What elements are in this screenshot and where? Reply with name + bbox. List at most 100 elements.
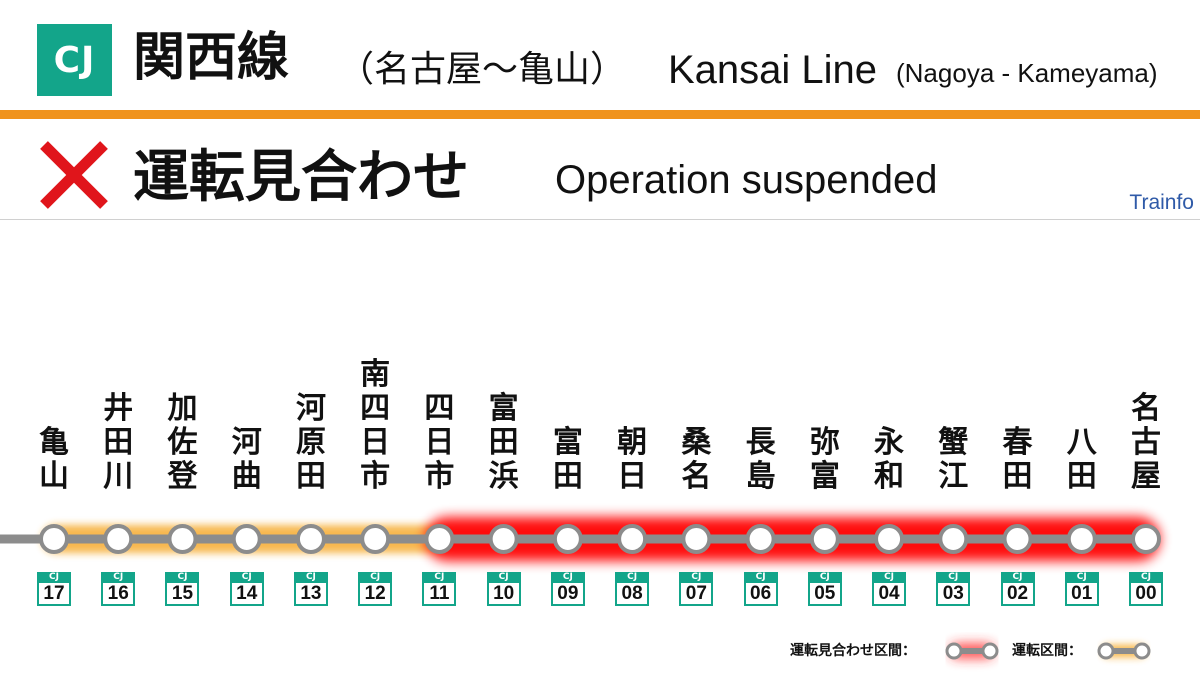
station-marker: [295, 524, 326, 554]
station-number-badge: CJ 17: [37, 572, 71, 606]
station-marker: [39, 524, 69, 554]
legend-suspended-label: 運転見合わせ区間：: [790, 643, 916, 659]
station-name: 朝日: [617, 425, 648, 494]
line-range: （名古屋～亀山）: [338, 49, 627, 90]
station-name: 富田: [552, 425, 583, 494]
line-name-en: Kansai Line: [668, 48, 878, 92]
station-number-prefix: CJ: [1141, 572, 1151, 582]
station-name: 富田浜: [488, 391, 519, 494]
station-number: 07: [681, 583, 712, 604]
station-name: 永和: [874, 425, 905, 494]
station-number-prefix: CJ: [819, 572, 830, 582]
station-name: 桑名: [681, 425, 712, 494]
station-marker: [1002, 524, 1033, 554]
station-marker: [1131, 524, 1161, 554]
station-number: 14: [231, 583, 262, 604]
cross-icon: [40, 141, 108, 209]
legend-operating: 運転区間：: [1012, 636, 1082, 666]
station-number: 12: [360, 583, 391, 604]
station-marker: [938, 524, 969, 554]
brand-logo: Trainfo: [1129, 191, 1194, 214]
station-number: 04: [874, 583, 905, 604]
header: CJ 関西線 （名古屋～亀山） Kansai Line (Nagoya - Ka…: [0, 0, 1200, 110]
station-marker: [424, 524, 455, 554]
station-number-prefix: CJ: [627, 572, 638, 582]
station-number-badge: CJ 07: [679, 572, 714, 606]
station-number: 05: [809, 583, 840, 604]
legend-suspended-swatch: [945, 642, 999, 660]
status-label-en: Operation suspended: [555, 158, 938, 202]
station-name: 河原田: [295, 391, 326, 494]
station-number-badge: CJ 06: [743, 572, 778, 606]
station-number: 00: [1131, 583, 1161, 604]
station-marker: [552, 524, 583, 554]
station-number-prefix: CJ: [370, 572, 381, 582]
station-number-badge: CJ 05: [807, 572, 842, 606]
station-number: 15: [167, 583, 198, 604]
legend-operating-swatch: [1097, 642, 1151, 660]
station-marker: [745, 524, 776, 554]
station-marker: [488, 524, 519, 554]
station-name: 加佐登: [167, 391, 198, 494]
station-name: 八田: [1066, 425, 1097, 494]
station-number: 16: [103, 583, 134, 604]
station-number-prefix: CJ: [948, 572, 959, 582]
station-name: 河曲: [231, 425, 262, 494]
station-number-badge: CJ 03: [936, 572, 971, 606]
station-name: 春田: [1002, 425, 1033, 494]
status-label: 運転見合わせ: [133, 145, 469, 210]
station-number-prefix: CJ: [562, 572, 573, 582]
station-number-badge: CJ 10: [486, 572, 521, 606]
station-number-badge: CJ 02: [1000, 572, 1035, 606]
station-number-prefix: CJ: [1012, 572, 1023, 582]
station-number: 17: [39, 583, 69, 604]
station-name: 亀山: [39, 425, 69, 494]
header-divider: [0, 110, 1200, 119]
station-number-badge: CJ 08: [615, 572, 650, 606]
station-marker: [360, 524, 391, 554]
station-number-badge: CJ 04: [872, 572, 907, 606]
line-range-en: (Nagoya - Kameyama): [896, 58, 1158, 88]
station-marker: [617, 524, 648, 554]
station-number-badge: CJ 01: [1064, 572, 1099, 606]
station-number: 01: [1066, 583, 1097, 604]
station-name: 蟹江: [938, 425, 969, 494]
station-marker: [809, 524, 840, 554]
legend-suspended: 運転見合わせ区間：: [790, 636, 916, 666]
station-number: 10: [488, 583, 519, 604]
section-divider: [0, 219, 1200, 220]
station-number-prefix: CJ: [1076, 572, 1087, 582]
station-number-prefix: CJ: [434, 572, 445, 582]
station-number: 09: [552, 583, 583, 604]
station-number-badge: CJ 00: [1129, 572, 1163, 606]
line-name: 関西線: [133, 28, 290, 88]
station-name: 南四日市: [360, 357, 391, 494]
station-number-prefix: CJ: [49, 572, 59, 582]
station-number-prefix: CJ: [177, 572, 188, 582]
station-number-badge: CJ 12: [358, 572, 393, 606]
station-number-prefix: CJ: [691, 572, 702, 582]
station-number-badge: CJ 16: [101, 572, 136, 606]
station-number-badge: CJ 15: [165, 572, 200, 606]
station-marker: [231, 524, 262, 554]
station-name: 四日市: [424, 391, 455, 494]
station-number-badge: CJ 11: [422, 572, 457, 606]
station-number: 13: [295, 583, 326, 604]
station-number-prefix: CJ: [755, 572, 766, 582]
station-number-prefix: CJ: [305, 572, 316, 582]
station-marker: [103, 524, 134, 554]
station-number: 02: [1002, 583, 1033, 604]
station-number-prefix: CJ: [113, 572, 124, 582]
station-number: 03: [938, 583, 969, 604]
station-name: 長島: [745, 425, 776, 494]
line-badge: CJ: [37, 24, 112, 96]
station-marker: [874, 524, 905, 554]
station-number-prefix: CJ: [241, 572, 252, 582]
station-number-prefix: CJ: [498, 572, 509, 582]
station-number-badge: CJ 14: [229, 572, 264, 606]
station-number: 06: [745, 583, 776, 604]
station-number-prefix: CJ: [884, 572, 895, 582]
station-number-badge: CJ 13: [293, 572, 328, 606]
legend-operating-label: 運転区間：: [1012, 643, 1082, 659]
